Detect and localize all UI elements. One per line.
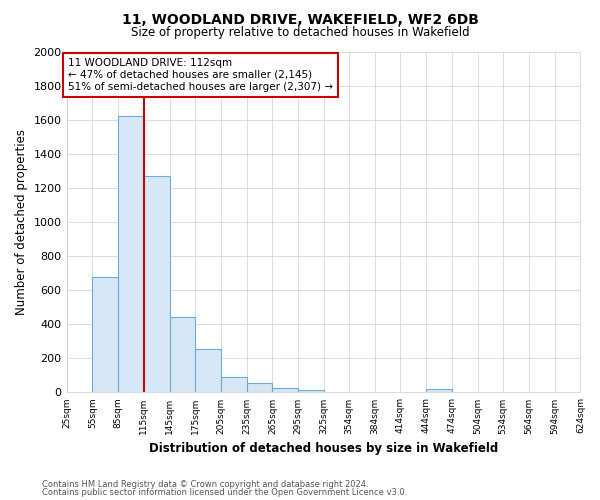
Bar (195, 349, 221, 393)
Bar (247, 383, 272, 392)
Bar (298, 390, 324, 392)
Bar (426, 389, 452, 392)
Y-axis label: Number of detached properties: Number of detached properties (15, 129, 28, 315)
Bar (170, 318, 195, 392)
Bar (221, 377, 247, 392)
Text: Contains HM Land Registry data © Crown copyright and database right 2024.: Contains HM Land Registry data © Crown c… (42, 480, 368, 489)
Text: 11 WOODLAND DRIVE: 112sqm
← 47% of detached houses are smaller (2,145)
51% of se: 11 WOODLAND DRIVE: 112sqm ← 47% of detac… (68, 58, 333, 92)
Bar (144, 176, 170, 392)
Text: Size of property relative to detached houses in Wakefield: Size of property relative to detached ho… (131, 26, 469, 39)
Bar (118, 116, 144, 392)
Text: Contains public sector information licensed under the Open Government Licence v3: Contains public sector information licen… (42, 488, 407, 497)
X-axis label: Distribution of detached houses by size in Wakefield: Distribution of detached houses by size … (149, 442, 498, 455)
Text: 11, WOODLAND DRIVE, WAKEFIELD, WF2 6DB: 11, WOODLAND DRIVE, WAKEFIELD, WF2 6DB (122, 12, 478, 26)
Bar (92, 276, 118, 392)
Bar (272, 388, 298, 392)
